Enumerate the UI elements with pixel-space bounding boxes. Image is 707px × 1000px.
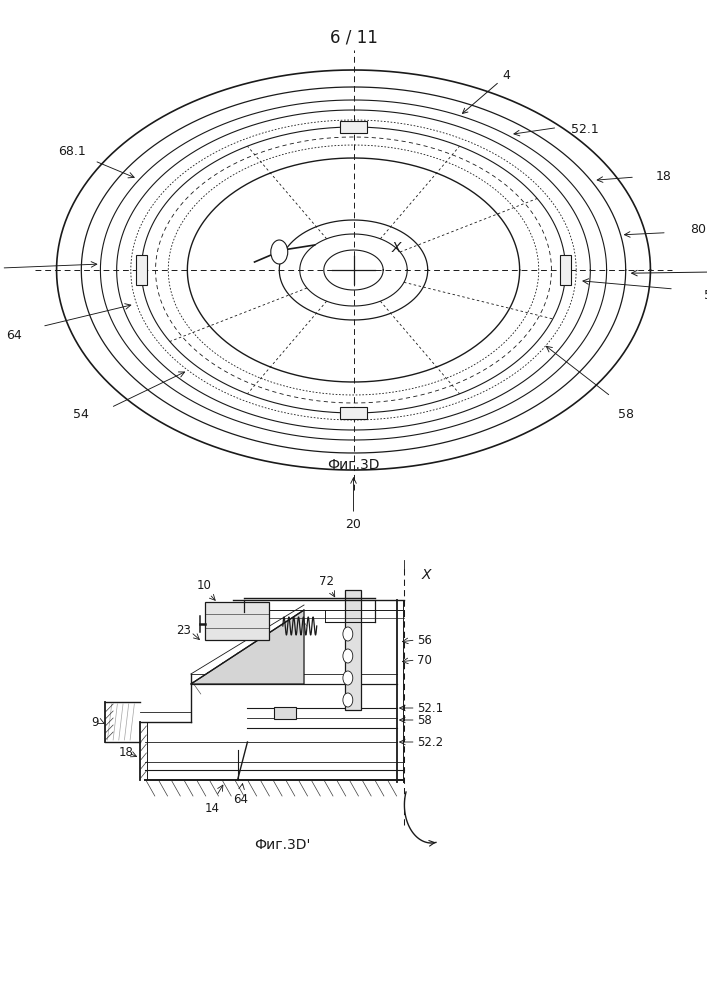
Bar xyxy=(136,255,147,285)
Text: X: X xyxy=(391,241,401,255)
Bar xyxy=(274,707,296,719)
Text: 54: 54 xyxy=(704,289,707,302)
Circle shape xyxy=(343,627,353,641)
Text: 70: 70 xyxy=(417,654,432,666)
Text: 10: 10 xyxy=(196,579,211,592)
Text: 56: 56 xyxy=(417,634,432,647)
Text: 64: 64 xyxy=(233,793,248,806)
Text: 4: 4 xyxy=(462,69,510,113)
Text: 64: 64 xyxy=(6,329,22,342)
Text: 18: 18 xyxy=(118,746,134,758)
Bar xyxy=(560,255,571,285)
Text: 23: 23 xyxy=(176,624,191,637)
Polygon shape xyxy=(191,610,304,684)
Circle shape xyxy=(343,693,353,707)
Text: 20: 20 xyxy=(346,518,361,531)
Text: 52.2: 52.2 xyxy=(417,736,443,748)
Text: Фиг.3D: Фиг.3D xyxy=(327,458,380,472)
Text: 14: 14 xyxy=(204,802,220,815)
Bar xyxy=(340,121,367,133)
Text: 52.1: 52.1 xyxy=(571,123,599,136)
Text: 68.1: 68.1 xyxy=(58,145,86,158)
Text: 9: 9 xyxy=(92,716,99,728)
Text: 80: 80 xyxy=(690,223,706,236)
Bar xyxy=(345,590,361,710)
Text: 72: 72 xyxy=(319,575,334,588)
Text: 52.1: 52.1 xyxy=(417,702,443,714)
Bar xyxy=(340,407,367,419)
Text: 58: 58 xyxy=(619,408,634,421)
Circle shape xyxy=(271,240,288,264)
Text: X: X xyxy=(422,568,431,582)
Text: 6 / 11: 6 / 11 xyxy=(329,29,378,47)
Text: 18: 18 xyxy=(655,170,672,183)
Circle shape xyxy=(343,649,353,663)
Text: Фиг.3D': Фиг.3D' xyxy=(255,838,311,852)
Circle shape xyxy=(343,671,353,685)
Text: 54: 54 xyxy=(73,408,88,421)
Text: 58: 58 xyxy=(417,714,432,726)
Bar xyxy=(205,602,269,640)
